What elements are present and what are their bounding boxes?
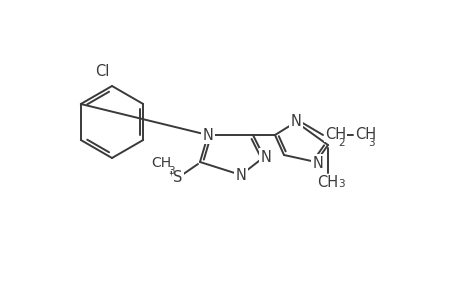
Text: 3: 3 [367, 138, 374, 148]
Text: CH: CH [317, 175, 338, 190]
Text: 3: 3 [168, 166, 174, 176]
Text: CH: CH [354, 127, 375, 142]
Text: N: N [202, 128, 213, 142]
Text: N: N [312, 155, 323, 170]
Text: Cl: Cl [95, 64, 110, 79]
Text: N: N [235, 169, 246, 184]
Text: 2: 2 [337, 138, 344, 148]
Text: 3: 3 [337, 179, 344, 189]
Text: N: N [290, 113, 301, 128]
Text: CH: CH [151, 156, 171, 170]
Text: N: N [260, 149, 271, 164]
Text: S: S [173, 170, 182, 185]
Text: CH: CH [325, 127, 345, 142]
